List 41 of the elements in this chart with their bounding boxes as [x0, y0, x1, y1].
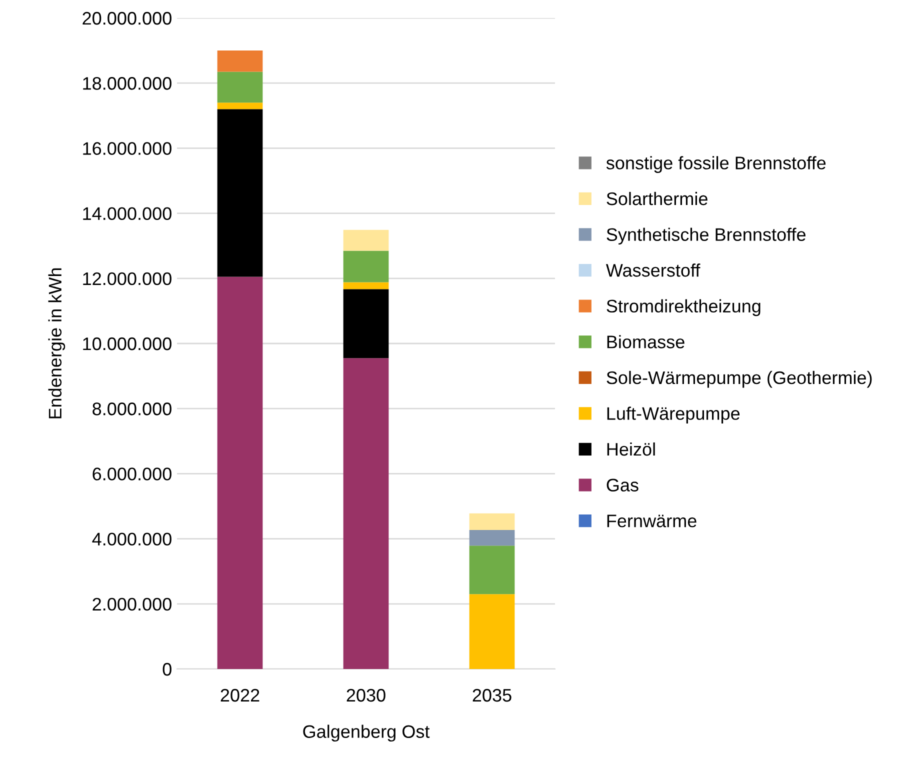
- legend-label: Sole-Wärmepumpe (Geothermie): [606, 370, 872, 388]
- bar: [217, 50, 263, 72]
- y-tick-label: 8.000.000: [92, 402, 172, 416]
- x-tick-label: 2030: [346, 688, 386, 702]
- legend-label: Solarthermie: [606, 192, 708, 206]
- y-tick-label: 20.000.000: [82, 12, 172, 25]
- legend-label: Biomasse: [607, 335, 684, 348]
- y-tick-label: 10.000.000: [83, 337, 172, 350]
- y-tick-label: 18.000.000: [83, 77, 172, 90]
- bar: [469, 546, 515, 594]
- bar: [469, 594, 515, 669]
- legend-label: Stromdirektheizung: [606, 299, 760, 316]
- bar: [469, 530, 515, 546]
- y-axis-title: Endenergie in kWh: [48, 268, 66, 418]
- legend-label: Heizöl: [607, 442, 655, 456]
- bar: [343, 358, 389, 669]
- y-tick-label: 2.000.000: [92, 598, 172, 611]
- y-tick-label: 12.000.000: [83, 272, 172, 286]
- bar: [343, 282, 389, 290]
- legend-label: Wasserstoff: [606, 264, 700, 277]
- y-tick-label: 4.000.000: [92, 532, 172, 546]
- x-tick-label: 2035: [472, 688, 512, 702]
- legend-label: Gas: [606, 478, 638, 492]
- x-tick-label: 2022: [220, 688, 260, 702]
- y-tick-label: 16.000.000: [83, 142, 172, 155]
- bar: [343, 289, 389, 358]
- x-axis-title: Galgenberg Ost: [303, 724, 430, 742]
- bar: [217, 102, 263, 110]
- bar: [217, 109, 263, 277]
- bar: [217, 276, 263, 669]
- bar: [469, 513, 515, 530]
- bar: [217, 72, 263, 103]
- bar: [343, 230, 389, 251]
- legend-label: Synthetische Brennstoffe: [606, 228, 806, 245]
- y-tick-label: 0: [162, 662, 172, 676]
- bar: [343, 250, 389, 282]
- legend-label: Fernwärme: [607, 514, 696, 528]
- y-tick-label: 6.000.000: [92, 468, 172, 480]
- y-tick-label: 14.000.000: [83, 207, 172, 220]
- legend-label: Luft-Wärepumpe: [607, 406, 740, 424]
- legend-label: sonstige fossile Brennstoffe: [606, 156, 826, 173]
